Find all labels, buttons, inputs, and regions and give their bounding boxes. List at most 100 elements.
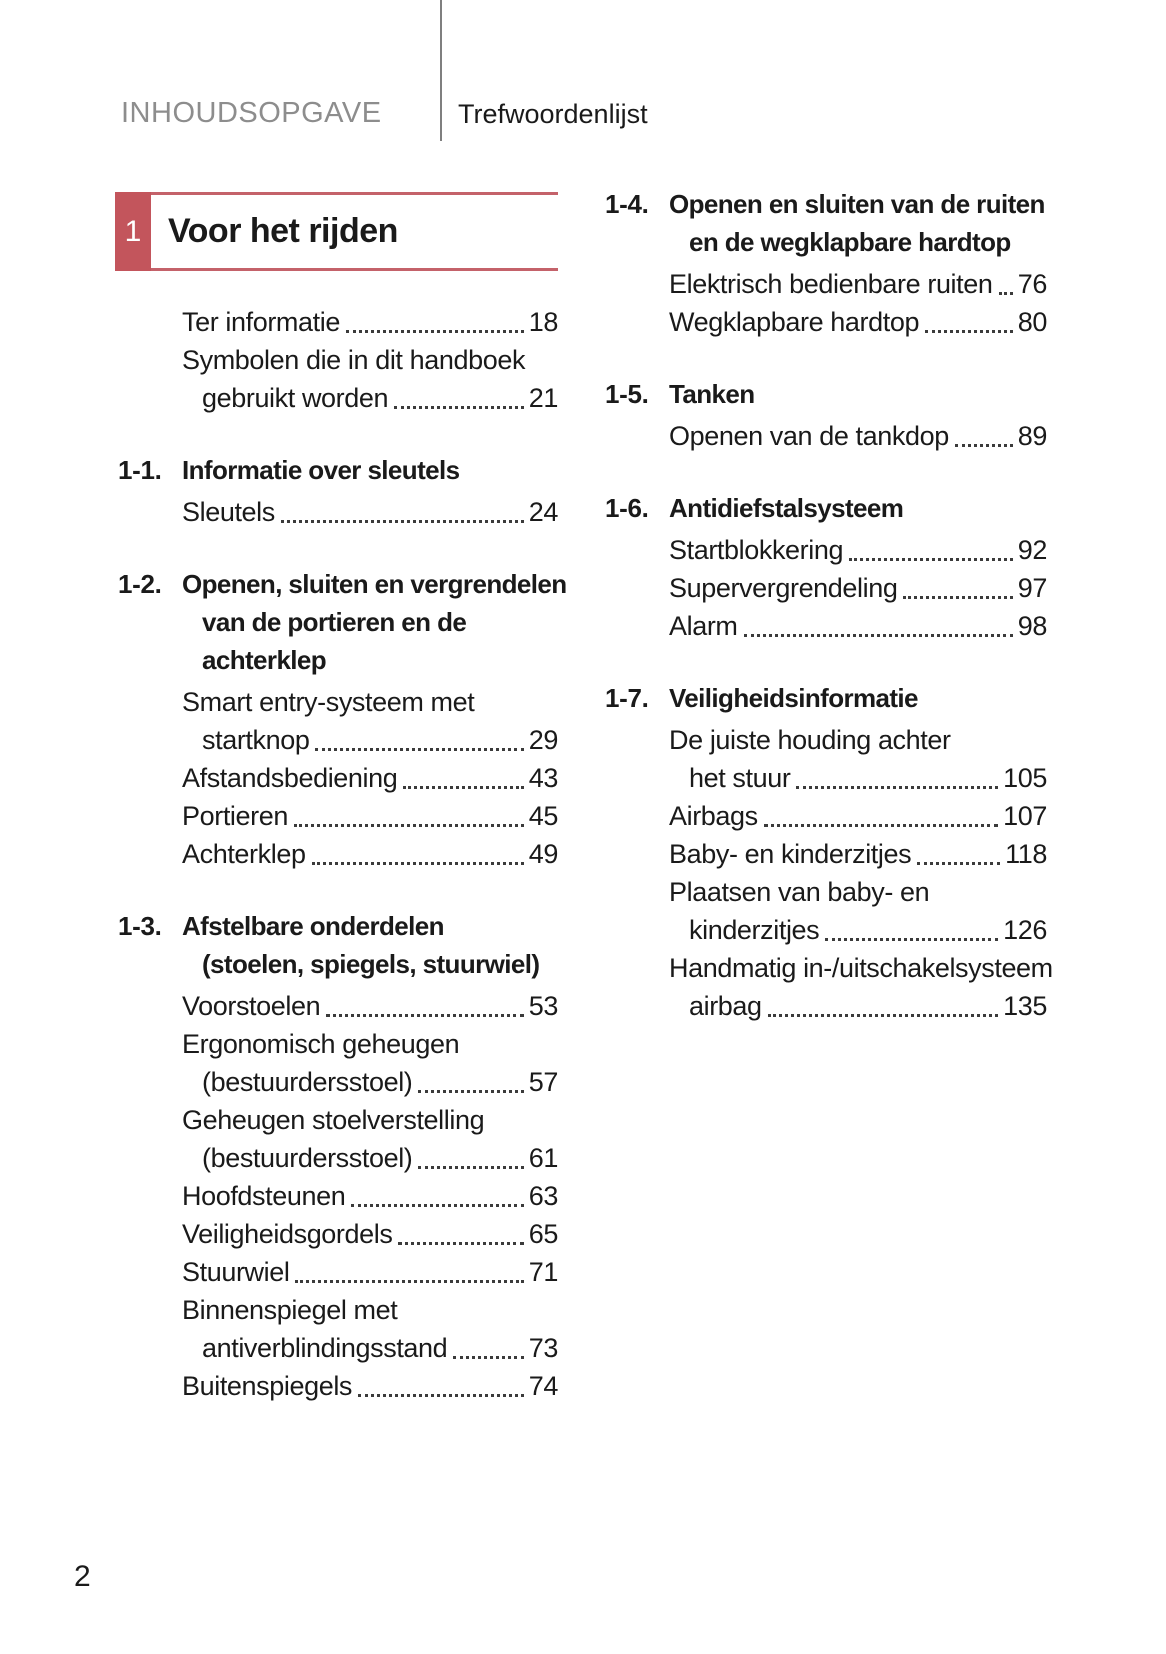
page-number: 2: [74, 1560, 91, 1593]
toc-entry: Ter informatie 18: [182, 303, 558, 341]
page-ref: 53: [528, 991, 559, 1021]
toc-entry: Elektrisch bedienbare ruiten 76: [669, 265, 1047, 303]
toc-entry: Smart entry-systeem met startknop 29: [182, 683, 558, 759]
entry-last-line: Hoofdsteunen 63: [182, 1177, 558, 1215]
toc-entry: Geheugen stoelverstelling (bestuurderssto…: [182, 1101, 558, 1177]
toc-entry: Startblokkering 92: [669, 531, 1047, 569]
contents-header-label: INHOUDSOPGAVE: [121, 97, 382, 129]
section-title-line: Openen, sluiten en vergrendelen: [182, 569, 567, 599]
dot-leader: [418, 1090, 524, 1093]
toc-entry: Voorstoelen 53: [182, 987, 558, 1025]
page-ref: 118: [1005, 839, 1047, 869]
header-divider: [440, 0, 442, 141]
entry-last-line: Startblokkering 92: [669, 531, 1047, 569]
page-ref: 65: [528, 1219, 559, 1249]
page-ref: 135: [1003, 991, 1047, 1021]
page-ref: 18: [528, 307, 559, 337]
dot-leader: [903, 596, 1013, 599]
entry-last-line: airbag 135: [669, 987, 1047, 1025]
entry-last-line: startknop 29: [182, 721, 558, 759]
entry-last-line: Sleutels 24: [182, 493, 558, 531]
toc-entry: Portieren 45: [182, 797, 558, 835]
page-ref: 126: [1003, 915, 1047, 945]
section-title-line: Tanken: [669, 379, 755, 409]
entry-last-line: Airbags 107: [669, 797, 1047, 835]
entry-label: Airbags: [669, 801, 758, 831]
entry-label: airbag: [689, 991, 762, 1021]
page-ref: 80: [1017, 307, 1048, 337]
section-number: 1-6.: [605, 493, 649, 523]
entry-last-line: (bestuurdersstoel) 57: [182, 1063, 558, 1101]
page-ref: 92: [1017, 535, 1048, 565]
entry-label-line: Plaatsen van baby- en: [669, 877, 930, 907]
page-ref: 71: [528, 1257, 559, 1287]
dot-leader: [767, 1014, 999, 1017]
toc-entry: Airbags 107: [669, 797, 1047, 835]
section-title: Afstelbare onderdelen (stoelen, spiegels,…: [182, 907, 558, 983]
entry-label: antiverblindingsstand: [202, 1333, 448, 1363]
entry-last-line: kinderzitjes 126: [669, 911, 1047, 949]
section-title: Informatie over sleutels: [182, 451, 558, 489]
entry-last-line: Stuurwiel 71: [182, 1253, 558, 1291]
entry-last-line: Voorstoelen 53: [182, 987, 558, 1025]
dot-leader: [398, 1242, 524, 1245]
entry-last-line: (bestuurdersstoel) 61: [182, 1139, 558, 1177]
dot-leader: [917, 862, 1001, 865]
entry-label: Stuurwiel: [182, 1257, 290, 1287]
entry-last-line: Afstandsbediening 43: [182, 759, 558, 797]
entry-label-line: Binnenspiegel met: [182, 1295, 398, 1325]
section-number: 1-7.: [605, 683, 649, 713]
dot-leader: [453, 1356, 524, 1359]
entry-label: (bestuurdersstoel): [202, 1067, 413, 1097]
toc-section: 1-1. Informatie over sleutels Sleutels 24: [118, 451, 558, 531]
toc-section: 1-5. Tanken Openen van de tankdop 89: [605, 375, 1047, 455]
toc-entry: Supervergrendeling 97: [669, 569, 1047, 607]
section-title-line: Veiligheidsinformatie: [669, 683, 919, 713]
chapter-number-badge: 1: [115, 192, 151, 271]
page-ref: 45: [528, 801, 559, 831]
dot-leader: [295, 1280, 524, 1283]
toc-entry: Achterklep 49: [182, 835, 558, 873]
dot-leader: [345, 330, 524, 333]
entry-label: Veiligheidsgordels: [182, 1219, 393, 1249]
chapter-banner: 1 Voor het rijden: [115, 192, 558, 271]
dot-leader: [315, 748, 524, 751]
entry-label: Openen van de tankdop: [669, 421, 949, 451]
toc-section: 1-6. Antidiefstalsysteem Startblokkering 92…: [605, 489, 1047, 645]
toc-entry: Alarm 98: [669, 607, 1047, 645]
dot-leader: [351, 1204, 524, 1207]
entry-label: Startblokkering: [669, 535, 844, 565]
page-ref: 29: [528, 725, 559, 755]
page-ref: 97: [1017, 573, 1048, 603]
chapter-title: Voor het rijden: [168, 212, 398, 250]
entry-last-line: Elektrisch bedienbare ruiten 76: [669, 265, 1047, 303]
page-ref: 89: [1017, 421, 1048, 451]
entry-label: Portieren: [182, 801, 288, 831]
entry-label: Achterklep: [182, 839, 306, 869]
entry-label: Baby- en kinderzitjes: [669, 839, 912, 869]
section-number: 1-3.: [118, 911, 162, 941]
entry-label: (bestuurdersstoel): [202, 1143, 413, 1173]
section-title-line: van de portieren en de: [202, 607, 467, 637]
section-number: 1-4.: [605, 189, 649, 219]
entry-last-line: het stuur 105: [669, 759, 1047, 797]
toc-entry: Plaatsen van baby- en kinderzitjes 126: [669, 873, 1047, 949]
toc-entry: Buitenspiegels 74: [182, 1367, 558, 1405]
entry-label: Wegklapbare hardtop: [669, 307, 920, 337]
page-ref: 21: [528, 383, 559, 413]
toc-entry: Afstandsbediening 43: [182, 759, 558, 797]
entry-last-line: Alarm 98: [669, 607, 1047, 645]
toc-entry: Stuurwiel 71: [182, 1253, 558, 1291]
entry-label: Sleutels: [182, 497, 275, 527]
entry-label-line: Handmatig in-/uitschakelsysteem: [669, 953, 1053, 983]
dot-leader: [954, 444, 1013, 447]
dot-leader: [796, 786, 999, 789]
toc-entry: Ergonomisch geheugen (bestuurdersstoel) 57: [182, 1025, 558, 1101]
dot-leader: [998, 292, 1013, 295]
toc-entry: De juiste houding achter het stuur 105: [669, 721, 1047, 797]
toc-entry: Symbolen die in dit handboek gebruikt wor…: [182, 341, 558, 417]
section-title-line: en de wegklapbare hardtop: [689, 227, 1011, 257]
entry-label: Afstandsbediening: [182, 763, 398, 793]
entry-label: Hoofdsteunen: [182, 1181, 346, 1211]
page-ref: 74: [528, 1371, 559, 1401]
